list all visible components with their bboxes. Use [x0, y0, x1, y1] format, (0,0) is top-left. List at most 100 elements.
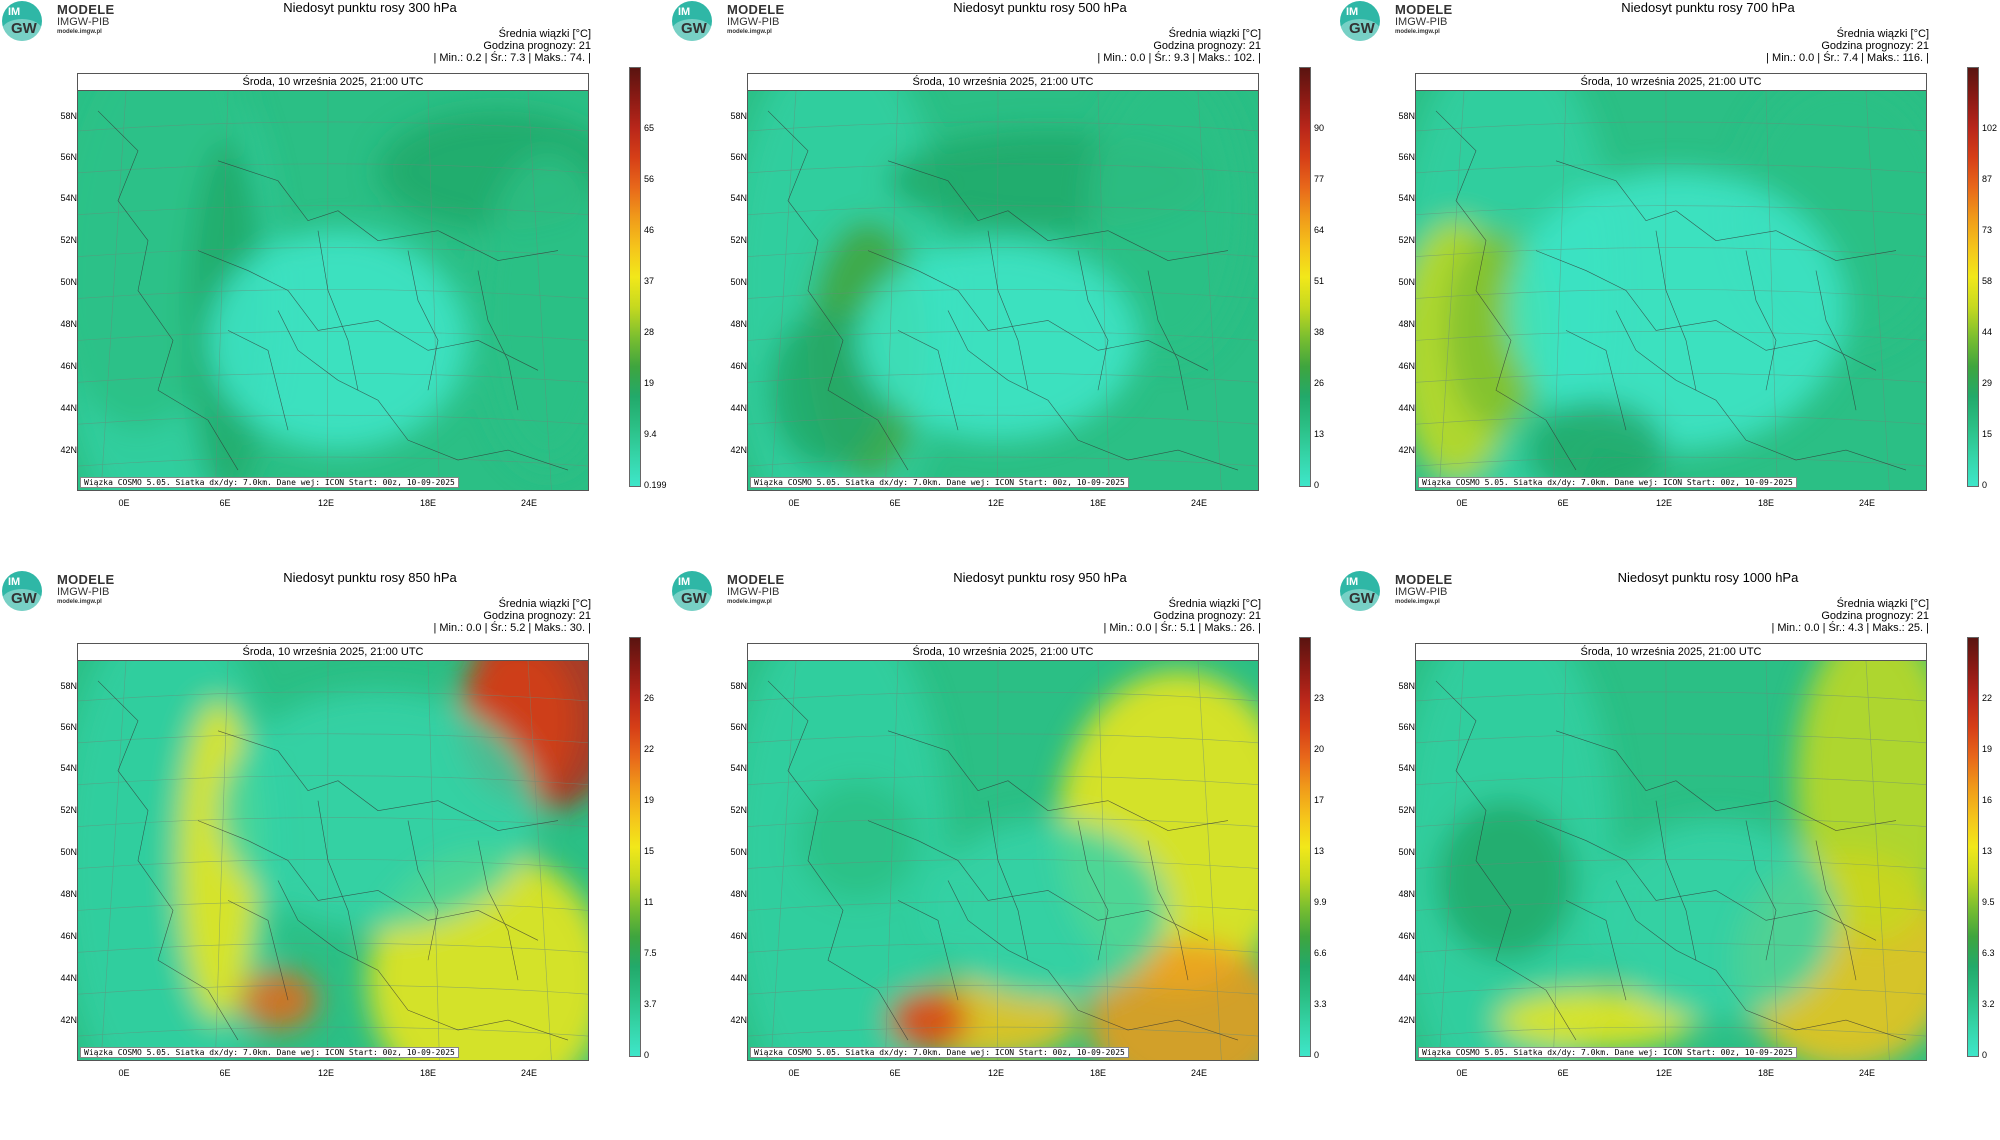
logo-mark-top: IM	[678, 6, 691, 18]
colorbar-label: 7.5	[644, 948, 657, 958]
longitude-tick: 12E	[317, 1068, 335, 1078]
longitude-tick: 18E	[419, 1068, 437, 1078]
logo-mark-bottom: GW	[681, 20, 707, 37]
latitude-tick: 54N	[1398, 193, 1415, 203]
forecast-map[interactable]: Środa, 10 września 2025, 21:00 UTC Wiązka…	[1415, 73, 1927, 491]
latitude-tick: 42N	[730, 445, 747, 455]
latitude-tick: 56N	[730, 152, 747, 162]
latitude-tick: 52N	[1398, 805, 1415, 815]
forecast-map[interactable]: Środa, 10 września 2025, 21:00 UTC Wiązka…	[747, 73, 1259, 491]
forecast-map[interactable]: Środa, 10 września 2025, 21:00 UTC Wiązka…	[77, 643, 589, 1061]
logo-mark-bottom: GW	[1349, 590, 1375, 607]
logo-url: modele.imgw.pl	[727, 29, 772, 35]
imgw-logo[interactable]: IM GW MODELE IMGW-PIB modele.imgw.pl	[672, 0, 832, 44]
logo-title: MODELE	[57, 2, 115, 17]
forecast-hour: Godzina prognozy: 21	[1153, 40, 1261, 52]
longitude-tick: 0E	[788, 498, 800, 508]
colorbar-label: 11	[644, 897, 654, 907]
colorbar-label: 3.2	[1982, 999, 1995, 1009]
latitude-axis: 58N 56N 54N 52N 50N 48N 46N 44N 42N	[700, 0, 747, 455]
colorbar	[1967, 67, 1979, 487]
colorbar-label: 56	[644, 174, 655, 184]
longitude-tick: 18E	[1757, 498, 1775, 508]
latitude-tick: 50N	[1398, 277, 1415, 287]
imgw-logo[interactable]: IM GW MODELE IMGW-PIB modele.imgw.pl	[672, 570, 832, 614]
latitude-tick: 54N	[60, 193, 77, 203]
latitude-tick: 46N	[60, 361, 77, 371]
logo-mark-bottom: GW	[681, 590, 707, 607]
imgw-logo[interactable]: IM GW MODELE IMGW-PIB modele.imgw.pl	[1340, 570, 1500, 614]
model-info-footer: Wiązka COSMO 5.05. Siatka dx/dy: 7.0km. …	[80, 1047, 459, 1058]
panel-title: Niedosyt punktu rosy 500 hPa	[953, 0, 1127, 15]
colorbar-label: 102	[1982, 123, 1998, 133]
colorbar-label: 17	[1314, 795, 1325, 805]
logo-mark-top: IM	[8, 576, 21, 588]
logo-mark-top: IM	[1346, 576, 1359, 588]
longitude-axis: 0E 6E 12E 18E 24E	[1415, 1068, 1927, 1082]
latitude-tick: 56N	[1398, 152, 1415, 162]
latitude-tick: 52N	[60, 805, 77, 815]
imgw-logo-mark: IM GW	[2, 1, 42, 41]
logo-mark-bottom: GW	[11, 20, 37, 37]
forecast-map[interactable]: Środa, 10 września 2025, 21:00 UTC Wiązka…	[747, 643, 1259, 1061]
logo-title: MODELE	[1395, 2, 1453, 17]
model-info-footer: Wiązka COSMO 5.05. Siatka dx/dy: 7.0km. …	[750, 477, 1129, 488]
dewpoint-deficit-field	[748, 661, 1258, 1060]
colorbar-label: 26	[1314, 378, 1325, 388]
longitude-tick: 12E	[1655, 498, 1673, 508]
colorbar	[1299, 67, 1311, 487]
longitude-tick: 0E	[1456, 498, 1468, 508]
imgw-logo[interactable]: IM GW MODELE IMGW-PIB modele.imgw.pl	[2, 0, 162, 44]
logo-subtitle: IMGW-PIB	[1395, 586, 1448, 598]
latitude-tick: 48N	[730, 319, 747, 329]
longitude-tick: 24E	[520, 1068, 538, 1078]
average-label: Średnia wiązki [°C]	[498, 598, 591, 610]
logo-title: MODELE	[727, 2, 785, 17]
field-statistics: | Min.: 0.0 | Śr.: 7.4 | Maks.: 116. |	[1766, 52, 1929, 64]
colorbar-labels: 90 77 64 51 38 26 13 0	[1314, 67, 1342, 490]
logo-url: modele.imgw.pl	[727, 599, 772, 605]
panel-title: Niedosyt punktu rosy 700 hPa	[1621, 0, 1795, 15]
latitude-tick: 54N	[60, 763, 77, 773]
longitude-tick: 12E	[987, 1068, 1005, 1078]
colorbar-label: 19	[644, 795, 655, 805]
colorbar-label: 65	[644, 123, 655, 133]
longitude-tick: 12E	[317, 498, 335, 508]
imgw-logo-mark: IM GW	[672, 1, 712, 41]
logo-url: modele.imgw.pl	[57, 29, 102, 35]
forecast-panel: IM GW MODELE IMGW-PIB modele.imgw.pl Niedosyt…	[670, 0, 1338, 570]
forecast-hour: Godzina prognozy: 21	[483, 610, 591, 622]
latitude-tick: 58N	[1398, 111, 1415, 121]
imgw-logo[interactable]: IM GW MODELE IMGW-PIB modele.imgw.pl	[1340, 0, 1500, 44]
colorbar	[629, 67, 641, 487]
latitude-tick: 54N	[730, 193, 747, 203]
colorbar-label: 87	[1982, 174, 1993, 184]
latitude-tick: 52N	[1398, 235, 1415, 245]
colorbar-label: 51	[1314, 276, 1325, 286]
latitude-tick: 58N	[730, 111, 747, 121]
latitude-tick: 42N	[1398, 1015, 1415, 1025]
imgw-logo[interactable]: IM GW MODELE IMGW-PIB modele.imgw.pl	[2, 570, 162, 614]
colorbar-labels: 102 87 73 58 44 29 15 0	[1982, 67, 2000, 490]
colorbar-label: 13	[1314, 846, 1325, 856]
latitude-tick: 48N	[1398, 889, 1415, 899]
logo-url: modele.imgw.pl	[1395, 29, 1440, 35]
forecast-map[interactable]: Środa, 10 września 2025, 21:00 UTC Wiązka…	[77, 73, 589, 491]
forecast-hour: Godzina prognozy: 21	[483, 40, 591, 52]
colorbar-label: 3.7	[644, 999, 657, 1009]
latitude-tick: 58N	[60, 111, 77, 121]
colorbar-label: 46	[644, 225, 655, 235]
logo-subtitle: IMGW-PIB	[57, 16, 110, 28]
logo-subtitle: IMGW-PIB	[57, 586, 110, 598]
imgw-logo-mark: IM GW	[672, 571, 712, 611]
colorbar-label: 29	[1982, 378, 1993, 388]
latitude-tick: 44N	[730, 403, 747, 413]
colorbar-label: 3.3	[1314, 999, 1327, 1009]
latitude-tick: 54N	[730, 763, 747, 773]
latitude-tick: 58N	[730, 681, 747, 691]
latitude-tick: 50N	[730, 847, 747, 857]
model-info-footer: Wiązka COSMO 5.05. Siatka dx/dy: 7.0km. …	[750, 1047, 1129, 1058]
forecast-map[interactable]: Środa, 10 września 2025, 21:00 UTC Wiązka…	[1415, 643, 1927, 1061]
longitude-tick: 18E	[419, 498, 437, 508]
imgw-logo-mark: IM GW	[2, 571, 42, 611]
